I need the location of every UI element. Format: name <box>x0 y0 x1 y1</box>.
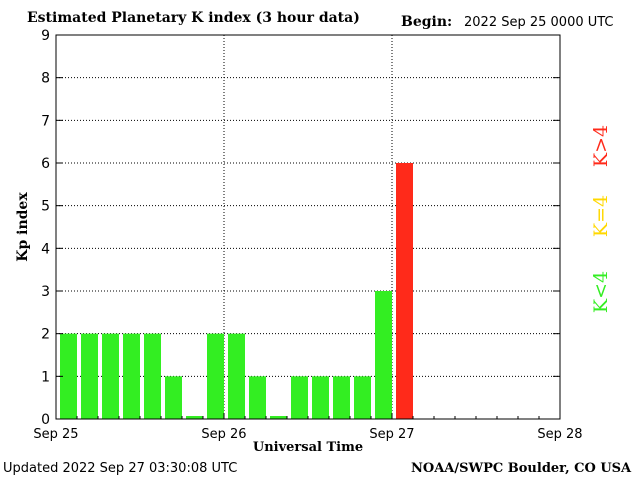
kp-bar <box>81 333 98 419</box>
y-tick-label: 3 <box>41 284 50 300</box>
footer-credit: NOAA/SWPC Boulder, CO USA <box>411 461 632 476</box>
y-tick-label: 8 <box>41 71 50 87</box>
x-axis-label: Universal Time <box>252 440 364 455</box>
kp-bar <box>186 416 203 419</box>
y-tick-label: 5 <box>41 199 50 215</box>
kp-bar <box>228 333 245 419</box>
kp-bar <box>354 376 371 419</box>
kp-bar <box>333 376 350 419</box>
legend-below: K<4 <box>590 270 612 314</box>
kp-bar <box>270 416 287 419</box>
legend-above: K>4 <box>590 124 612 168</box>
kp-bar <box>123 333 140 419</box>
x-tick-label: Sep 25 <box>33 427 78 442</box>
y-tick-label: 7 <box>41 113 50 129</box>
kp-bar <box>312 376 329 419</box>
ticks: 0 1 2 3 4 5 6 7 8 9 Sep 25 Sep 26 Sep 27 Sep 28 <box>33 28 582 442</box>
kp-bar <box>144 333 161 419</box>
x-tick-label: Sep 26 <box>201 427 246 442</box>
kp-bar <box>375 291 392 419</box>
y-tick-label: 4 <box>41 241 50 257</box>
y-axis-label: Kp index <box>15 192 31 262</box>
kp-bar <box>249 376 266 419</box>
y-tick-label: 9 <box>41 28 50 44</box>
kp-bar <box>396 163 413 419</box>
kp-bar <box>207 333 224 419</box>
footer-updated: Updated 2022 Sep 27 03:30:08 UTC <box>3 461 238 476</box>
y-tick-label: 2 <box>41 327 50 343</box>
x-tick-label: Sep 27 <box>369 427 414 442</box>
x-tick-label: Sep 28 <box>537 427 582 442</box>
kp-bar <box>291 376 308 419</box>
y-tick-label: 0 <box>41 412 50 428</box>
begin-value: 2022 Sep 25 0000 UTC <box>464 15 614 30</box>
legend-equal: K=4 <box>590 194 612 238</box>
y-tick-label: 1 <box>41 369 50 385</box>
kp-bar <box>102 333 119 419</box>
begin-label: Begin: <box>401 14 453 30</box>
y-tick-label: 6 <box>41 156 50 172</box>
chart-title: Estimated Planetary K index (3 hour data… <box>27 10 360 26</box>
kp-bar <box>165 376 182 419</box>
kp-bar <box>60 333 77 419</box>
bars <box>60 163 413 419</box>
